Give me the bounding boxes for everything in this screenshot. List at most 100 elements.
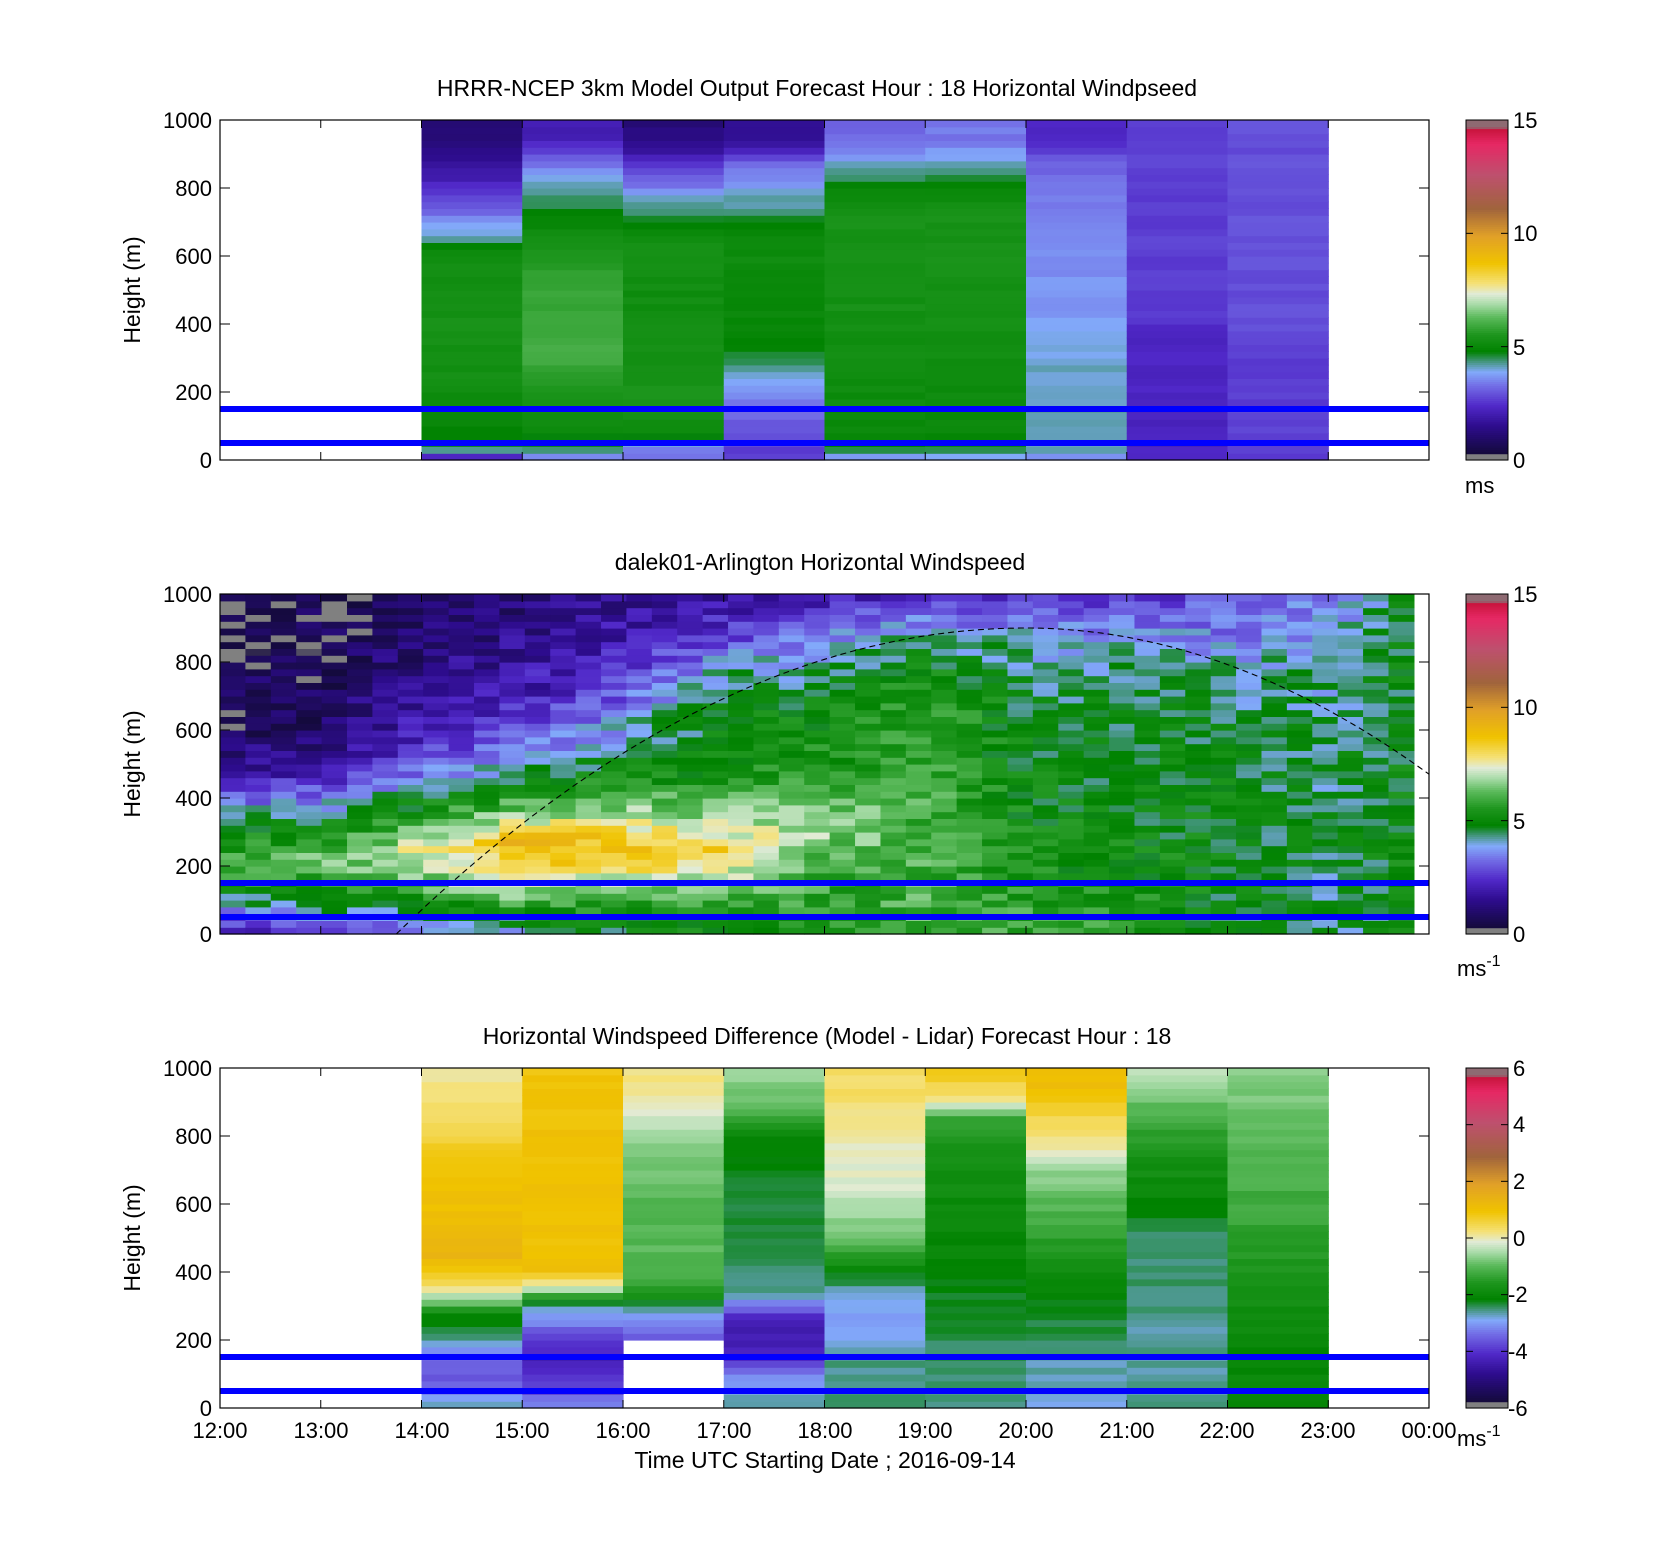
heatmap-cell: [778, 900, 805, 908]
colorbar-swatch: [1466, 1299, 1508, 1303]
colorbar-swatch: [1466, 366, 1508, 370]
heatmap-cell: [925, 1129, 1027, 1137]
heatmap-cell: [421, 330, 523, 339]
heatmap-cell: [728, 662, 755, 670]
heatmap-cell: [855, 811, 882, 819]
heatmap-cell: [855, 723, 882, 731]
heatmap-cell: [1261, 845, 1288, 853]
heatmap-cell: [372, 845, 399, 853]
heatmap-cell: [723, 1074, 826, 1083]
heatmap-cell: [347, 675, 374, 683]
heatmap-cell: [1337, 723, 1364, 731]
heatmap-cell: [1236, 655, 1263, 663]
heatmap-cell: [474, 791, 501, 799]
heatmap-cell: [1007, 709, 1034, 717]
heatmap-cell: [1236, 818, 1263, 826]
heatmap-cell: [1227, 303, 1329, 311]
heatmap-cell: [448, 628, 475, 636]
heatmap-cell: [296, 900, 323, 908]
heatmap-cell: [1026, 133, 1128, 141]
heatmap-cell: [1126, 1190, 1229, 1198]
heatmap-cell: [321, 872, 348, 881]
heatmap-cell: [1227, 419, 1329, 427]
heatmap-cell: [347, 634, 374, 643]
heatmap-cell: [321, 791, 348, 799]
heatmap-cell: [1058, 804, 1085, 813]
heatmap-cell: [296, 682, 323, 690]
heatmap-cell: [1083, 791, 1110, 799]
heatmap-cell: [1227, 1224, 1329, 1232]
heatmap-cell: [956, 920, 983, 928]
heatmap-cell: [270, 689, 297, 697]
heatmap-cell: [423, 757, 450, 765]
heatmap-cell: [575, 634, 602, 643]
heatmap-cell: [372, 628, 399, 636]
heatmap-cell: [1083, 893, 1110, 901]
heatmap-cell: [372, 866, 399, 874]
heatmap-cell: [1007, 811, 1034, 819]
heatmap-cell: [723, 1265, 826, 1273]
heatmap-cell: [474, 723, 501, 731]
heatmap-cell: [1286, 689, 1313, 697]
heatmap-cell: [925, 364, 1027, 373]
heatmap-cell: [702, 709, 729, 717]
heatmap-cell: [931, 655, 958, 663]
heatmap-cell: [550, 770, 577, 779]
heatmap-cell: [1109, 920, 1136, 928]
heatmap-cell: [1185, 825, 1212, 833]
heatmap-cell: [1363, 920, 1390, 928]
colorbar-swatch: [1466, 1148, 1508, 1152]
heatmap-cell: [296, 628, 323, 636]
heatmap-cell: [448, 750, 475, 758]
heatmap-cell: [1388, 662, 1415, 670]
heatmap-cell: [623, 412, 725, 420]
heatmap-cell: [1337, 600, 1364, 609]
colorbar-swatch: [1466, 321, 1508, 325]
colorbar-swatch: [1466, 1223, 1508, 1226]
heatmap-cell: [1312, 607, 1339, 615]
heatmap-cell: [1026, 446, 1128, 454]
heatmap-cell: [220, 764, 246, 772]
heatmap-cell: [499, 668, 526, 677]
heatmap-cell: [855, 662, 882, 670]
heatmap-cell: [1058, 852, 1085, 860]
heatmap-cell: [804, 716, 831, 724]
colorbar-swatch: [1466, 202, 1508, 206]
heatmap-cell: [728, 825, 755, 833]
heatmap-cell: [1363, 607, 1390, 615]
colorbar-swatch: [1466, 228, 1508, 232]
heatmap-cell: [1026, 276, 1128, 284]
heatmap-cell: [1159, 906, 1186, 915]
heatmap-cell: [880, 770, 907, 779]
heatmap-cell: [499, 655, 526, 663]
heatmap-cell: [220, 818, 246, 826]
heatmap-cell: [575, 838, 602, 847]
heatmap-cell: [296, 838, 323, 847]
heatmap-cell: [651, 764, 678, 772]
heatmap-cell: [824, 378, 926, 386]
heatmap-cell: [1337, 845, 1364, 853]
heatmap-cell: [245, 832, 272, 840]
heatmap-cell: [956, 804, 983, 813]
heatmap-cell: [575, 730, 602, 738]
heatmap-cell: [651, 845, 678, 853]
heatmap-cell: [448, 709, 475, 717]
heatmap-cell: [1126, 215, 1229, 223]
heatmap-cell: [931, 682, 958, 690]
heatmap-cell: [728, 784, 755, 792]
heatmap-cell: [1363, 886, 1390, 894]
heatmap-cell: [499, 920, 526, 928]
heatmap-cell: [1227, 1374, 1329, 1382]
heatmap-cell: [1109, 736, 1136, 745]
colorbar-swatch: [1466, 640, 1508, 644]
heatmap-cell: [925, 453, 1027, 461]
heatmap-cell: [1210, 662, 1237, 670]
heatmap-cell: [753, 723, 780, 731]
heatmap-cell: [270, 641, 297, 649]
colorbar-swatch: [1466, 838, 1508, 842]
heatmap-cell: [601, 736, 628, 745]
heatmap-cell: [1026, 1319, 1128, 1327]
heatmap-cell: [245, 655, 272, 663]
heatmap-cell: [677, 845, 704, 853]
heatmap-cell: [829, 784, 856, 792]
